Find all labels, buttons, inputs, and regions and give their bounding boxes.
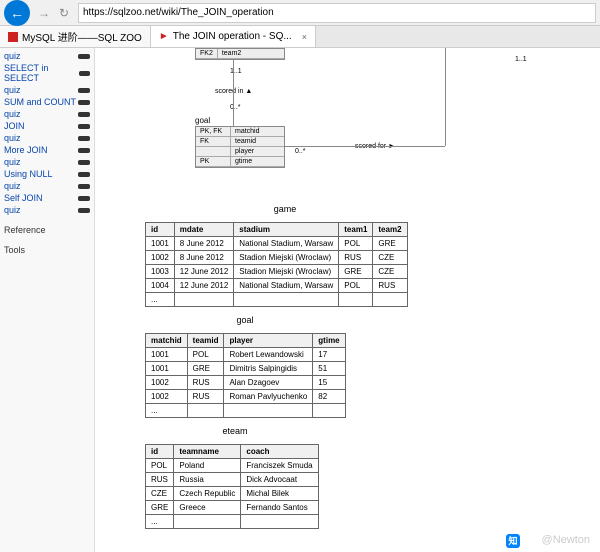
sidebar-item[interactable]: quiz <box>0 156 94 168</box>
game-table: idmdatestadiumteam1team210018 June 2012N… <box>145 222 408 307</box>
sidebar-item[interactable]: Self JOIN <box>0 192 94 204</box>
tab-title: The JOIN operation - SQ... <box>173 31 292 42</box>
sidebar-item[interactable]: quiz <box>0 50 94 62</box>
sidebar-item[interactable]: Using NULL <box>0 168 94 180</box>
url-bar[interactable]: https://sqlzoo.net/wiki/The_JOIN_operati… <box>78 3 596 23</box>
erd-diagram: FK2team2 1..1 scored in ▲ 0..* goal PK, … <box>145 48 600 198</box>
sidebar-item[interactable]: quiz <box>0 84 94 96</box>
eteam-title: eteam <box>145 426 325 436</box>
sidebar-item[interactable]: quiz <box>0 108 94 120</box>
back-button[interactable]: ← <box>4 0 30 26</box>
erd-box-top: FK2team2 <box>195 48 285 60</box>
tab-bar: MySQL 进阶——SQL ZOO ► The JOIN operation - … <box>0 26 600 48</box>
sidebar-item[interactable]: JOIN <box>0 120 94 132</box>
sidebar-item[interactable]: quiz <box>0 180 94 192</box>
forward-button[interactable]: → <box>34 6 54 20</box>
sidebar-item[interactable]: Reference <box>0 224 94 236</box>
zhihu-icon: 知 <box>506 534 520 548</box>
sidebar-item[interactable]: SELECT in SELECT <box>0 62 94 84</box>
content: FK2team2 1..1 scored in ▲ 0..* goal PK, … <box>95 48 600 552</box>
tab-icon: ► <box>159 31 169 42</box>
tab-1[interactable]: MySQL 进阶——SQL ZOO <box>0 26 151 47</box>
refresh-button[interactable]: ↻ <box>54 6 74 20</box>
goal-table: matchidteamidplayergtime1001POLRobert Le… <box>145 333 346 418</box>
watermark: @Newton <box>542 534 590 546</box>
goal-title: goal <box>145 315 345 325</box>
sidebar-item[interactable]: Tools <box>0 244 94 256</box>
game-title: game <box>145 204 425 214</box>
sidebar-item[interactable]: SUM and COUNT <box>0 96 94 108</box>
sidebar-item[interactable]: More JOIN <box>0 144 94 156</box>
tab-icon <box>8 32 18 42</box>
main: quizSELECT in SELECTquizSUM and COUNTqui… <box>0 48 600 552</box>
sidebar-item[interactable]: quiz <box>0 132 94 144</box>
close-icon[interactable]: × <box>302 32 307 42</box>
eteam-table: idteamnamecoachPOLPolandFranciszek Smuda… <box>145 444 319 529</box>
tab-2[interactable]: ► The JOIN operation - SQ... × <box>151 26 316 47</box>
erd-box-goal: PK, FKmatchidFKteamidplayerPKgtime <box>195 126 285 168</box>
sidebar: quizSELECT in SELECTquizSUM and COUNTqui… <box>0 48 95 552</box>
sidebar-item[interactable]: quiz <box>0 204 94 216</box>
browser-chrome: ← → ↻ https://sqlzoo.net/wiki/The_JOIN_o… <box>0 0 600 26</box>
tab-title: MySQL 进阶——SQL ZOO <box>22 29 142 44</box>
